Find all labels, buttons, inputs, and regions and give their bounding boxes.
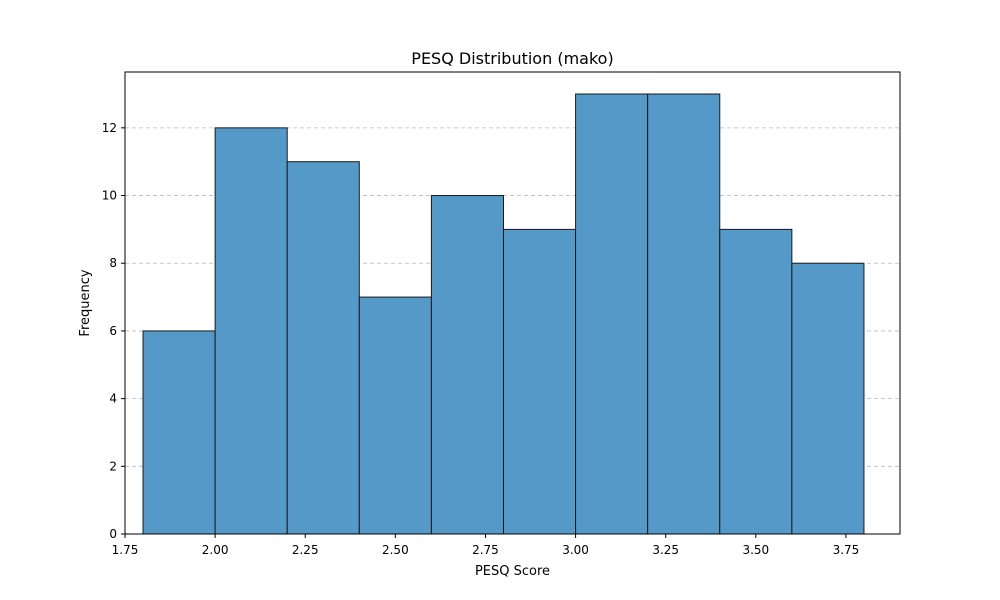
y-tick-label: 12 (102, 121, 117, 135)
x-tick-label: 2.75 (472, 543, 499, 557)
histogram-bar (791, 262, 865, 535)
histogram-bar (358, 296, 432, 535)
y-axis-label: Frequency (78, 269, 93, 336)
histogram-bar (142, 330, 216, 535)
x-tick-label: 1.75 (112, 543, 139, 557)
histogram-bar (719, 228, 793, 535)
x-tick-label: 2.00 (202, 543, 229, 557)
histogram-bar (502, 228, 577, 535)
chart-title: PESQ Distribution (mako) (411, 49, 613, 68)
y-tick-label: 0 (109, 527, 117, 541)
y-tick-label: 4 (109, 392, 117, 406)
y-tick-label: 2 (109, 459, 117, 473)
y-tick-label: 6 (109, 324, 117, 338)
x-axis-label: PESQ Score (475, 564, 550, 579)
histogram-bar (214, 127, 288, 535)
x-tick-label: 3.25 (652, 543, 679, 557)
histogram-bar (575, 93, 649, 535)
x-axis-ticks: 1.75 2.00 2.25 2.50 2.75 3.00 3.25 3.50 3.75 (112, 534, 860, 557)
x-tick-label: 3.75 (833, 543, 860, 557)
y-tick-label: 10 (102, 189, 117, 203)
histogram-bars (142, 93, 865, 535)
histogram-bar (647, 93, 721, 535)
x-tick-label: 2.25 (292, 543, 319, 557)
plot-frame (124, 71, 901, 535)
x-tick-label: 3.50 (742, 543, 769, 557)
histogram-bar (430, 195, 504, 535)
y-axis-ticks: 0 2 4 6 8 10 12 (102, 121, 125, 541)
x-tick-label: 3.00 (562, 543, 589, 557)
y-tick-label: 8 (109, 256, 117, 270)
histogram-bar (286, 161, 360, 535)
x-tick-label: 2.50 (382, 543, 409, 557)
